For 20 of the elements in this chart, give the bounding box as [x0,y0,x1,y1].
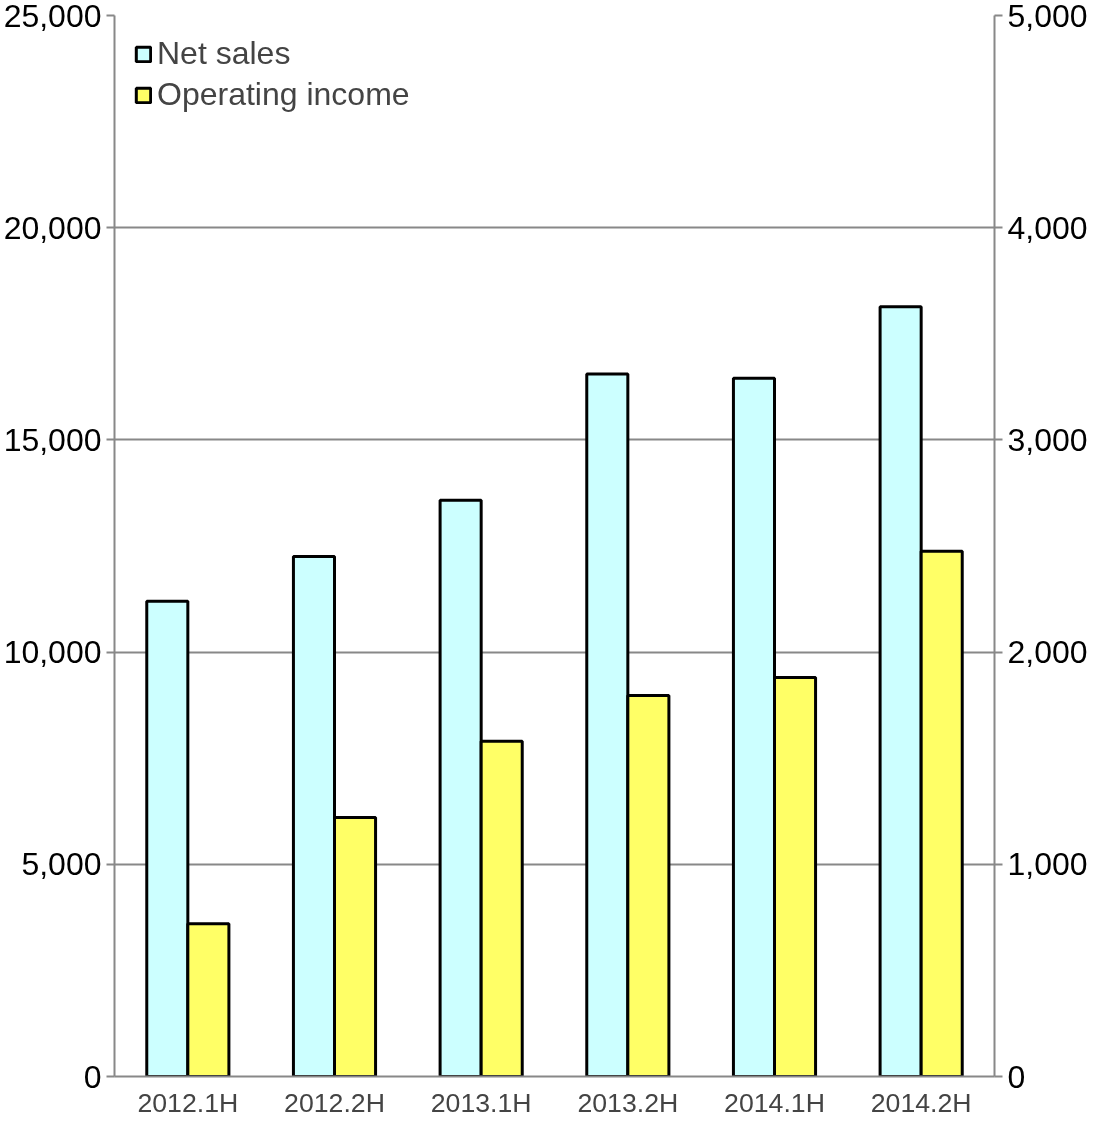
y2-tick-label: 5,000 [1007,0,1088,34]
x-tick-label: 2014.1H [724,1087,825,1118]
x-tick-label: 2012.2H [284,1087,385,1118]
x-tick-label: 2012.1H [137,1087,239,1118]
legend-label: Operating income [157,76,410,113]
y2-tick-label: 0 [1007,1058,1026,1095]
y2-tick-label: 3,000 [1007,421,1088,458]
x-tick-label: 2014.2H [870,1087,972,1118]
y2-tick-label: 1,000 [1007,846,1088,883]
y-tick-label: 25,000 [3,0,102,34]
y-tick-label: 0 [83,1058,102,1095]
y2-tick-label: 2,000 [1007,634,1088,671]
y2-tick-label: 4,000 [1007,209,1088,246]
y-tick-label: 20,000 [3,209,102,246]
y-tick-label: 10,000 [3,634,102,671]
legend-label: Net sales [157,35,291,72]
y-tick-label: 15,000 [3,421,102,458]
x-tick-label: 2013.1H [430,1087,532,1118]
y-tick-label: 5,000 [21,846,102,883]
x-tick-label: 2013.2H [577,1087,679,1118]
